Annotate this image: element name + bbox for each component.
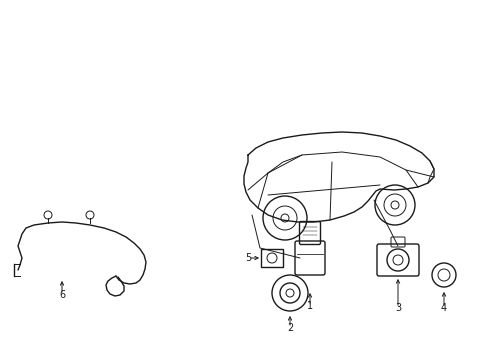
Text: 2: 2 — [287, 323, 293, 333]
Text: 5: 5 — [245, 253, 251, 263]
Text: 1: 1 — [307, 301, 313, 311]
Text: 3: 3 — [395, 303, 401, 313]
Text: 4: 4 — [441, 303, 447, 313]
Text: 6: 6 — [59, 290, 65, 300]
